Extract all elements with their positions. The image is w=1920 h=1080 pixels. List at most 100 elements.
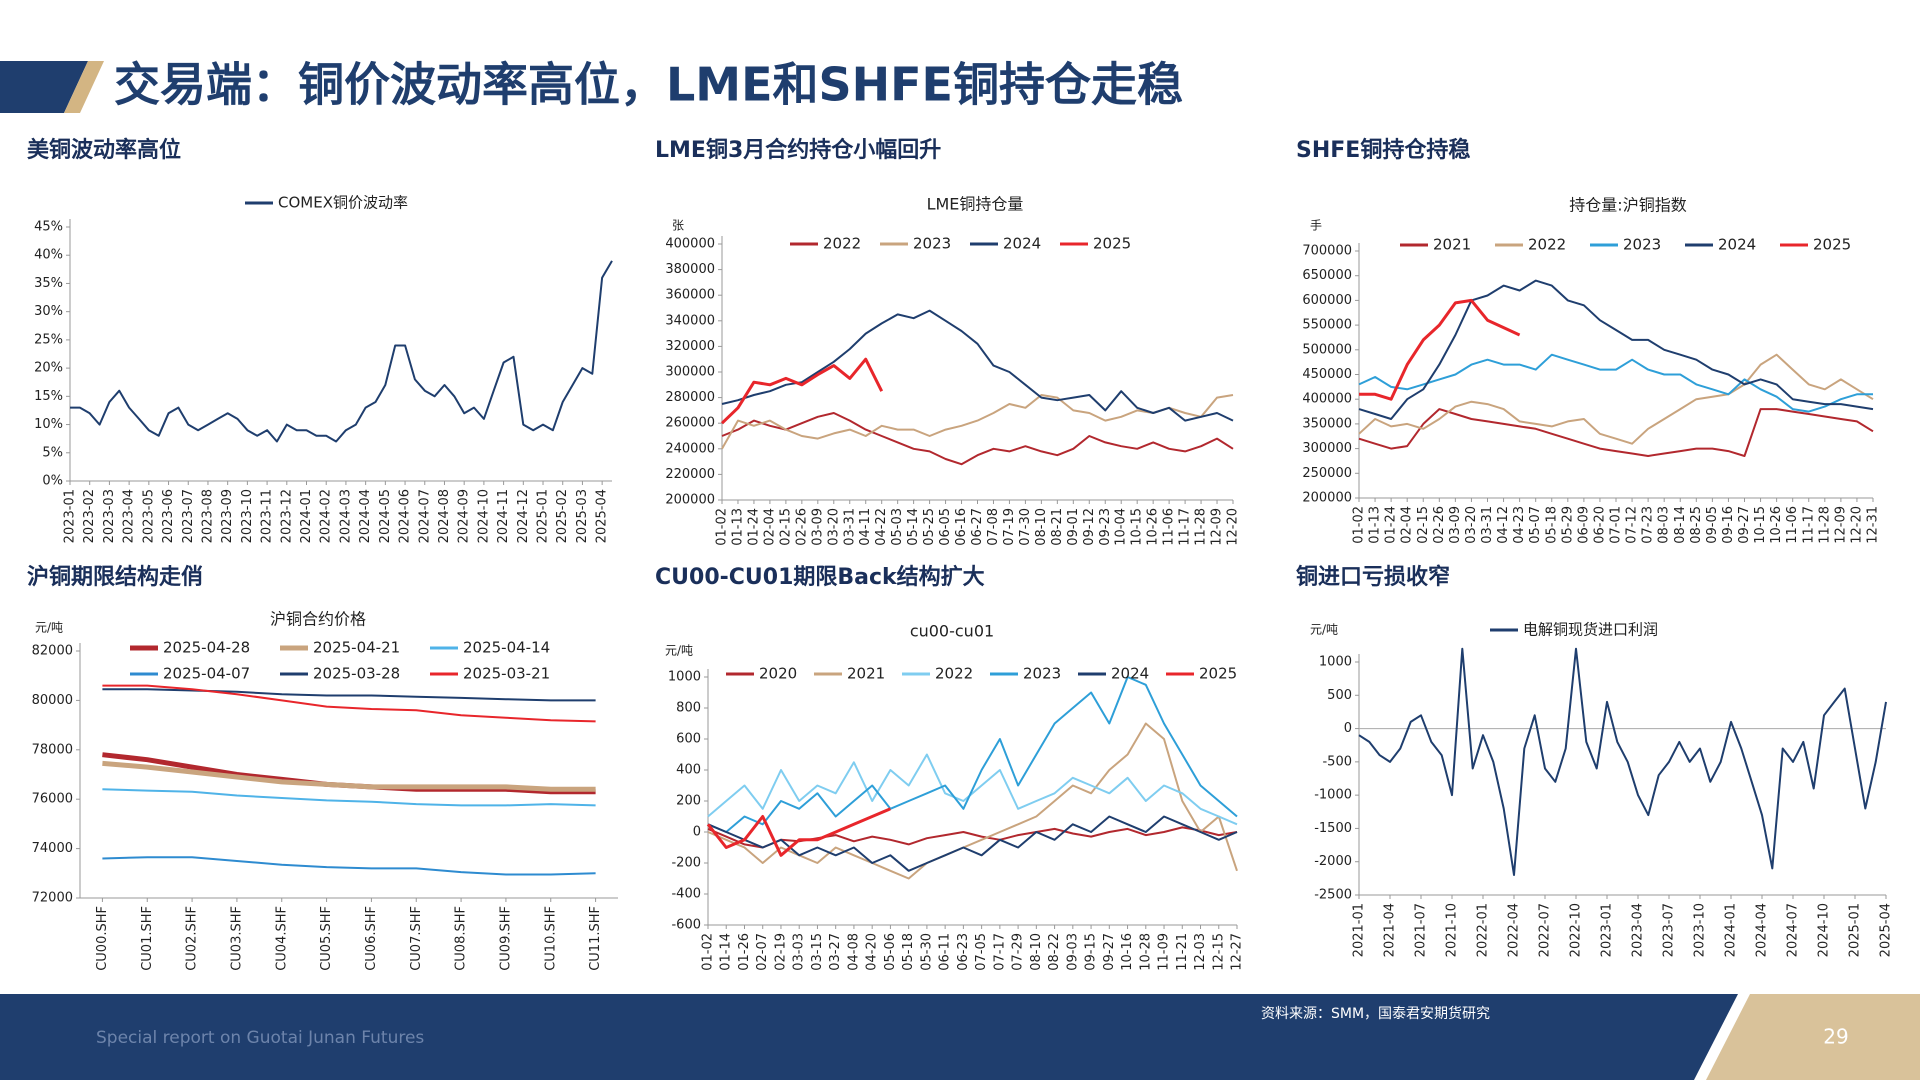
x-tick-label: 11-17: [1178, 508, 1193, 546]
x-tick-label: 01-02: [701, 933, 716, 971]
legend-label: 2024: [1111, 665, 1149, 683]
y-tick-label: 45%: [34, 220, 63, 235]
x-tick-label: 2023-04: [1631, 903, 1646, 957]
x-tick-label: 05-18: [1544, 506, 1559, 544]
series-line: [102, 760, 596, 792]
x-tick-label: 10-28: [1138, 933, 1153, 971]
x-tick-label: 2023-11: [260, 489, 275, 543]
y-tick-label: 300000: [665, 365, 715, 380]
y-tick-label: 76000: [32, 792, 73, 807]
x-tick-label: 2024-06: [398, 489, 413, 543]
x-tick-label: 2024-04: [1755, 903, 1770, 957]
legend-label: 2021: [847, 665, 885, 683]
series-line: [102, 788, 596, 807]
x-tick-label: 2025-01: [536, 489, 551, 543]
legend-label: 2022: [1528, 236, 1566, 254]
x-tick-label: 06-16: [954, 508, 969, 546]
y-tick-label: 200000: [665, 493, 715, 508]
y-tick-label: 400000: [1302, 392, 1352, 407]
panel-heading: 沪铜期限结构走俏: [27, 564, 203, 590]
x-tick-label: 2025-01: [1848, 903, 1863, 957]
x-tick-label: 2024-10: [1817, 903, 1832, 957]
x-tick-label: 03-15: [810, 933, 825, 971]
series-line: [1359, 298, 1521, 401]
x-tick-label: 2023-05: [141, 489, 156, 543]
x-tick-label: 2021-07: [1414, 903, 1429, 957]
legend-label: 2022: [823, 235, 861, 253]
y-tick-label: 0: [1344, 721, 1352, 736]
x-tick-label: 10-15: [1753, 506, 1768, 544]
x-tick-label: 09-27: [1737, 506, 1752, 544]
x-tick-label: 12-15: [1211, 933, 1226, 971]
x-tick-label: 05-14: [906, 508, 921, 546]
y-tick-label: 350000: [1302, 416, 1352, 431]
x-tick-label: 2025-04: [595, 489, 610, 543]
y-tick-label: 800: [676, 701, 701, 716]
x-tick-label: 07-30: [1018, 508, 1033, 546]
y-tick-label: -2500: [1314, 888, 1352, 903]
series-line: [707, 753, 1238, 826]
x-tick-label: 10-04: [1114, 508, 1129, 546]
y-tick-label: 200000: [1302, 491, 1352, 506]
x-tick-label: 10-26: [1769, 506, 1784, 544]
x-tick-label: 2025-02: [555, 489, 570, 543]
y-tick-label: 600: [676, 732, 701, 747]
x-tick-label: 2023-03: [102, 489, 117, 543]
x-tick-label: 2023-07: [181, 489, 196, 543]
y-tick-label: 200: [676, 794, 701, 809]
y-tick-label: 600000: [1302, 293, 1352, 308]
x-tick-label: 02-26: [1432, 506, 1447, 544]
legend-label: 2025-03-21: [463, 665, 550, 683]
x-tick-label: 2023-01: [63, 489, 78, 543]
x-tick-label: 2021-04: [1383, 903, 1398, 957]
x-tick-label: 2024-11: [496, 489, 511, 543]
x-tick-label: CU02.SHF: [185, 906, 200, 971]
x-tick-label: 06-27: [970, 508, 985, 546]
source-note: 资料来源：SMM，国泰君安期货研究: [1261, 1005, 1490, 1022]
x-tick-label: 09-27: [1102, 933, 1117, 971]
x-tick-label: 08-14: [1673, 506, 1688, 544]
series-line: [1358, 353, 1873, 413]
y-tick-label: 30%: [34, 304, 63, 319]
x-tick-label: CU09.SHF: [498, 906, 513, 971]
x-tick-label: 2025-04: [1879, 903, 1894, 957]
y-tick-label: 250000: [1302, 466, 1352, 481]
y-tick-label: 280000: [665, 390, 715, 405]
y-tick-label: 300000: [1302, 441, 1352, 456]
x-tick-label: 09-01: [1066, 508, 1081, 546]
x-tick-label: 03-31: [1480, 506, 1495, 544]
y-tick-label: 450000: [1302, 367, 1352, 382]
x-tick-label: 2022-10: [1569, 903, 1584, 957]
x-tick-label: CU04.SHF: [274, 906, 289, 971]
x-tick-label: 02-15: [1416, 506, 1431, 544]
legend-label: 2023: [913, 235, 951, 253]
x-tick-label: 05-29: [1560, 506, 1575, 544]
x-tick-label: 02-04: [762, 508, 777, 546]
y-tick-label: 72000: [32, 891, 73, 906]
y-tick-label: 550000: [1302, 318, 1352, 333]
x-tick-label: 2022-01: [1476, 903, 1491, 957]
y-tick-label: 320000: [665, 339, 715, 354]
y-tick-label: 20%: [34, 361, 63, 376]
panel-heading: 铜进口亏损收窄: [1296, 564, 1450, 590]
x-tick-label: 2024-03: [338, 489, 353, 543]
x-tick-label: 09-05: [1705, 506, 1720, 544]
x-tick-label: 2024-07: [1786, 903, 1801, 957]
x-tick-label: 2023-08: [200, 489, 215, 543]
chart-title: LME铜持仓量: [927, 195, 1024, 214]
y-tick-label: 380000: [665, 262, 715, 277]
y-tick-label: -600: [671, 918, 701, 933]
x-tick-label: 02-07: [755, 933, 770, 971]
x-tick-label: 07-01: [1609, 506, 1624, 544]
x-tick-label: 09-03: [1065, 933, 1080, 971]
legend-label: 2025: [1199, 665, 1237, 683]
legend-label: 2023: [1623, 236, 1661, 254]
x-tick-label: 12-31: [1866, 506, 1881, 544]
x-tick-label: 2024-07: [417, 489, 432, 543]
x-tick-label: 2023-12: [279, 489, 294, 543]
y-tick-label: -1500: [1314, 821, 1352, 836]
x-tick-label: CU03.SHF: [229, 906, 244, 971]
x-tick-label: 09-12: [1082, 508, 1097, 546]
y-tick-label: -500: [1322, 754, 1352, 769]
x-tick-label: 08-25: [1689, 506, 1704, 544]
